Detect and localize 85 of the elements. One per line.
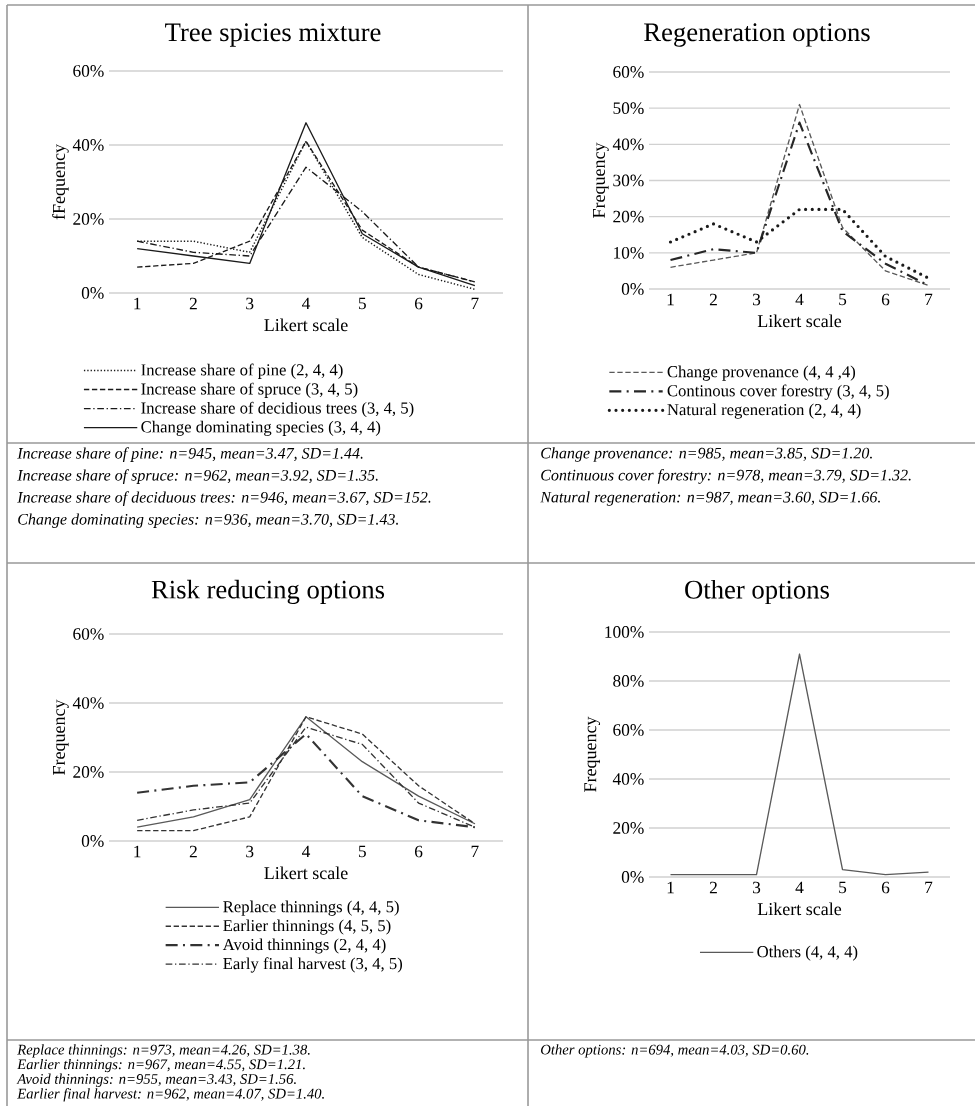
- y-tick-label: 20%: [73, 213, 104, 225]
- x-tick-label: 1: [134, 297, 141, 310]
- x-tick-label: 2: [189, 845, 197, 858]
- x-tick-label: 4: [302, 297, 311, 310]
- x-tick-label: 5: [839, 293, 847, 306]
- x-tick-label: 6: [414, 845, 423, 858]
- chart-title: Tree spicies mixture: [165, 23, 381, 47]
- y-axis-title: Frequency: [593, 142, 609, 218]
- text: Change provenance: n=985, mean=3.85, SD=1.20.: [541, 447, 872, 462]
- text: Earlier final harvest: n=962, mean=4.07, SD=1.40.: [17, 1088, 324, 1102]
- x-axis-title: Likert scale: [264, 318, 348, 332]
- legend-label: Change dominating species (3, 4, 4): [141, 420, 381, 436]
- legend-label: Change provenance (4, 4 ,4): [667, 365, 856, 381]
- y-tick-label: 0%: [81, 835, 104, 847]
- text: Increase share of pine: n=945, mean=3.47, SD=1.44.: [17, 447, 363, 462]
- x-tick-label: 5: [358, 297, 366, 310]
- legend-label: Earlier thinnings (4, 5, 5): [223, 919, 391, 935]
- y-tick-label: 0%: [621, 871, 644, 883]
- chart-title: Regeneration options: [644, 23, 870, 47]
- x-tick-label: 1: [134, 845, 141, 858]
- chart-title: Risk reducing options: [151, 579, 385, 605]
- x-tick-label: 3: [246, 845, 254, 858]
- x-tick-label: 7: [925, 293, 933, 306]
- chart-title: Other options: [685, 579, 829, 605]
- text: Avoid thinnings: n=955, mean=3.43, SD=1.56.: [16, 1073, 296, 1087]
- x-tick-label: 6: [881, 881, 890, 894]
- x-tick-label: 3: [753, 881, 761, 894]
- x-tick-label: 4: [302, 845, 311, 858]
- y-tick-label: 50%: [613, 102, 644, 115]
- x-axis-title: Likert scale: [757, 314, 842, 328]
- x-tick-label: 2: [709, 881, 717, 894]
- x-tick-label: 7: [925, 881, 933, 894]
- legend-label: Increase share of spruce (3, 4, 5): [141, 382, 358, 398]
- text: Continuous cover forestry: n=978, mean=3.79, SD=1.32.: [541, 469, 911, 484]
- x-tick-label: 6: [414, 297, 423, 310]
- y-tick-label: 60%: [73, 628, 104, 640]
- legend-label: Increase share of pine (2, 4, 4): [141, 363, 343, 379]
- x-tick-label: 5: [839, 881, 847, 894]
- y-tick-label: 0%: [81, 287, 104, 299]
- x-tick-label: 1: [667, 881, 674, 894]
- y-tick-label: 20%: [73, 766, 104, 778]
- y-tick-label: 40%: [72, 139, 104, 151]
- y-tick-label: 60%: [613, 724, 644, 736]
- legend-label: Natural regeneration (2, 4, 4): [667, 403, 861, 419]
- y-tick-label: 20%: [613, 822, 644, 834]
- legend-label: Continous cover forestry (3, 4, 5): [667, 384, 889, 400]
- x-axis-title: Likert scale: [264, 866, 348, 880]
- x-tick-label: 5: [358, 845, 366, 858]
- y-tick-label: 60%: [613, 66, 644, 78]
- y-tick-label: 100%: [605, 626, 644, 638]
- x-tick-label: 2: [709, 293, 717, 306]
- y-tick-label: 40%: [612, 138, 644, 151]
- y-tick-label: 80%: [613, 675, 644, 687]
- x-tick-label: 2: [189, 297, 197, 310]
- legend-label: Early final harvest (3, 4, 5): [223, 957, 403, 973]
- legend-label: Avoid thinnings (2, 4, 4): [222, 938, 386, 954]
- y-axis-title: Frequency: [53, 699, 69, 775]
- legend-label: Increase share of decidious trees (3, 4, 5): [141, 401, 414, 418]
- y-tick-label: 40%: [612, 773, 644, 785]
- text: Earlier thinnings: n=967, mean=4.55, SD=1.21.: [17, 1058, 305, 1073]
- y-tick-label: 30%: [613, 174, 644, 187]
- x-axis-title: Likert scale: [757, 902, 842, 916]
- x-tick-label: 3: [753, 293, 761, 306]
- x-tick-label: 7: [471, 297, 479, 310]
- legend-label: Others (4, 4, 4): [757, 945, 858, 961]
- x-tick-label: 7: [471, 845, 479, 858]
- x-tick-label: 3: [246, 297, 254, 310]
- legend-label: Replace thinnings (4, 4, 5): [223, 900, 399, 916]
- text: Other options: n=694, mean=4.03, SD=0.60.: [541, 1044, 809, 1058]
- y-tick-label: 0%: [621, 283, 644, 295]
- x-tick-label: 4: [795, 881, 804, 894]
- y-tick-label: 10%: [614, 246, 644, 259]
- text: Replace thinnings: n=973, mean=4.26, SD=1.38.: [17, 1044, 310, 1058]
- y-axis-title: Frequency: [584, 716, 601, 792]
- x-tick-label: 1: [667, 293, 674, 306]
- text: Increase share of deciduous trees: n=946, mean=3.67, SD=152.: [17, 491, 431, 506]
- text: Natural regeneration: n=987, mean=3.60, SD=1.66.: [540, 491, 880, 506]
- y-axis-title: fFequency: [52, 144, 69, 220]
- text: Increase share of spruce: n=962, mean=3.92, SD=1.35.: [17, 469, 378, 484]
- y-tick-label: 60%: [73, 65, 104, 77]
- x-tick-label: 4: [795, 293, 804, 306]
- y-tick-label: 20%: [613, 210, 644, 223]
- x-tick-label: 6: [881, 293, 890, 306]
- text: Change dominating species: n=936, mean=3.70, SD=1.43.: [18, 513, 398, 528]
- y-tick-label: 40%: [72, 697, 104, 709]
